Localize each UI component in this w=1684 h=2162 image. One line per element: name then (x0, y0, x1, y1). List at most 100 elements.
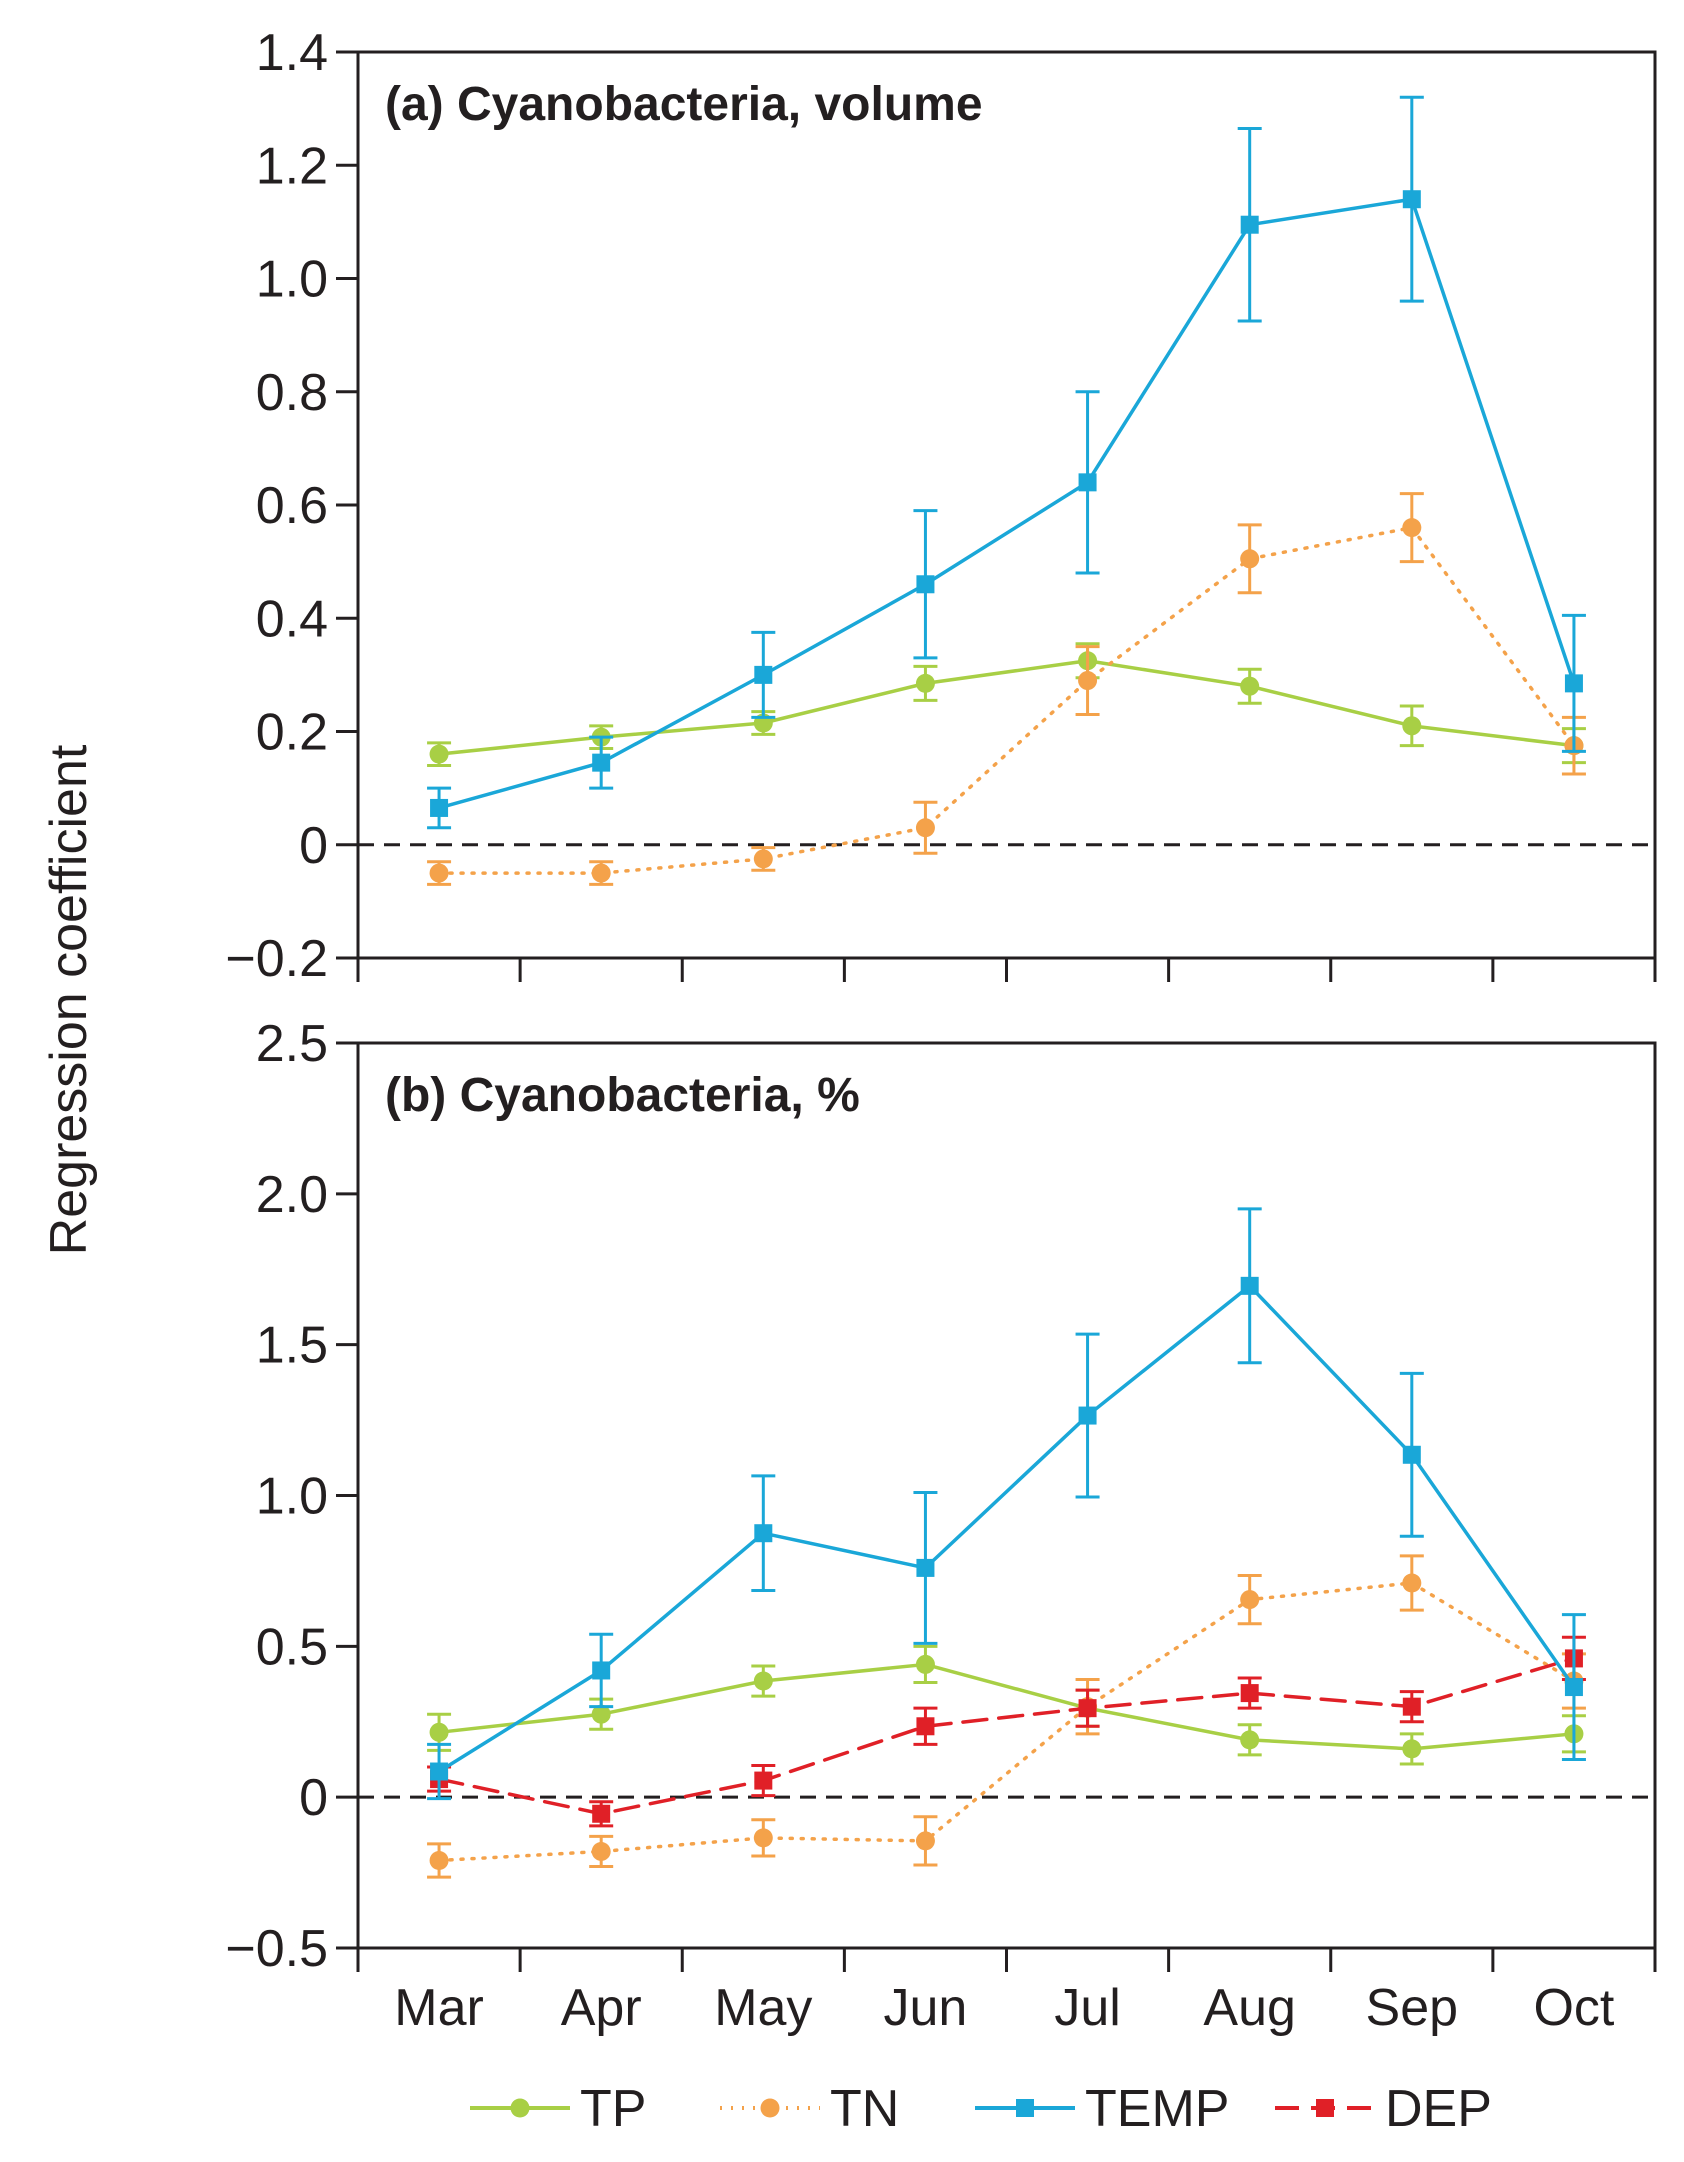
data-point-dep (592, 1804, 611, 1823)
data-point-tp (915, 1654, 935, 1674)
y-tick-label: 0 (299, 817, 328, 875)
data-point-temp (754, 665, 773, 684)
x-tick-label: Mar (394, 1979, 484, 2037)
data-point-temp (1402, 1445, 1421, 1464)
legend-label: TP (580, 2080, 646, 2138)
series-line-dep (437, 1656, 1576, 1816)
series-line-tp (437, 1662, 1576, 1751)
data-point-dep (1240, 1684, 1259, 1703)
data-point-temp (1402, 190, 1421, 209)
x-tick-label: Aug (1203, 1979, 1296, 2037)
series-line-tp (437, 658, 1576, 756)
y-tick-label: −0.2 (225, 930, 328, 988)
legend-label: TN (830, 2080, 899, 2138)
data-point-temp (916, 1558, 935, 1577)
y-tick-label: 2.5 (256, 1015, 328, 1073)
data-point-dep (754, 1771, 773, 1790)
y-axis-label: Regression coefficient (40, 744, 98, 1255)
legend-item-dep: DEP (1275, 2080, 1492, 2138)
data-point-tp (753, 1671, 773, 1691)
legend-marker (1016, 2099, 1034, 2117)
data-point-tp (1402, 716, 1422, 736)
legend-item-tn: TN (720, 2080, 899, 2138)
data-point-tp (1402, 1739, 1422, 1759)
data-point-temp (592, 753, 611, 772)
x-tick-label: Jul (1054, 1979, 1120, 2037)
legend-item-tp: TP (470, 2080, 646, 2138)
x-tick-label: Jun (884, 1979, 968, 2037)
x-tick-label: Apr (561, 1979, 642, 2037)
series-temp (427, 1207, 1586, 1801)
data-point-tn (915, 818, 935, 838)
data-point-temp (1564, 1678, 1583, 1697)
data-point-temp (592, 1661, 611, 1680)
series-line-temp (437, 197, 1576, 810)
series-line-tn (437, 525, 1576, 875)
y-tick-label: 1.0 (256, 251, 328, 309)
y-tick-label: 1.5 (256, 1317, 328, 1375)
panel-title: (a) Cyanobacteria, volume (385, 78, 983, 131)
data-point-tn (915, 1831, 935, 1851)
data-point-dep (1078, 1699, 1097, 1718)
plot-frame (356, 50, 1657, 960)
y-tick-label: 0.8 (256, 364, 328, 422)
legend-item-temp: TEMP (975, 2080, 1229, 2138)
data-point-temp (1078, 1406, 1097, 1425)
data-point-tp (915, 673, 935, 693)
data-point-tn (753, 1828, 773, 1848)
series-temp (427, 95, 1586, 830)
y-tick-label: 0.4 (256, 590, 328, 648)
data-point-tp (1240, 1730, 1260, 1750)
data-point-tn (1402, 1573, 1422, 1593)
data-point-tn (1402, 518, 1422, 538)
data-point-tn (429, 863, 449, 883)
data-point-tn (1078, 671, 1098, 691)
x-axis-categories: Mar Apr May Jun Jul Aug Sep Oct (394, 1979, 1615, 2037)
data-point-tn (591, 863, 611, 883)
series-line-tn (437, 1581, 1576, 1863)
legend-marker (1316, 2099, 1334, 2117)
data-point-temp (1564, 674, 1583, 693)
panel-title: (b) Cyanobacteria, % (385, 1069, 860, 1122)
y-tick-label: 1.2 (256, 137, 328, 195)
data-point-temp (1240, 215, 1259, 234)
data-point-temp (754, 1524, 773, 1543)
data-point-tp (591, 1704, 611, 1724)
x-tick-label: May (714, 1979, 812, 2037)
data-point-tn (429, 1851, 449, 1871)
panel-a: −0.2 0 0.2 0.4 0.6 0.8 1.0 1.2 1.4 (a) Cyanobacte… (225, 24, 1657, 988)
data-point-tp (429, 1722, 449, 1742)
legend: TP TN TEMP DEP (470, 2080, 1492, 2138)
data-point-tn (1240, 549, 1260, 569)
data-point-tp (429, 744, 449, 764)
y-tick-label: 2.0 (256, 1166, 328, 1224)
legend-marker (510, 2098, 530, 2118)
y-tick-label: 1.4 (256, 24, 328, 82)
data-point-temp (1240, 1276, 1259, 1295)
legend-marker (760, 2098, 780, 2118)
data-point-temp (1078, 473, 1097, 492)
x-tick-label: Sep (1366, 1979, 1459, 2037)
data-point-temp (430, 798, 449, 817)
data-point-tn (753, 849, 773, 869)
panel-b: −0.5 0 0.5 1.0 1.5 2.0 2.5 (b) Cyanobacteria, % (225, 1015, 1657, 1978)
y-tick-label: 0 (299, 1769, 328, 1827)
legend-label: DEP (1385, 2080, 1492, 2138)
legend-label: TEMP (1085, 2080, 1229, 2138)
data-point-tn (591, 1841, 611, 1861)
plot-frame (356, 1041, 1657, 1950)
data-point-dep (1402, 1697, 1421, 1716)
series-tn (427, 492, 1586, 886)
data-point-temp (430, 1762, 449, 1781)
y-tick-label: 0.6 (256, 477, 328, 535)
y-tick-label: 1.0 (256, 1468, 328, 1526)
series-line-temp (437, 1284, 1576, 1774)
data-point-tn (1240, 1590, 1260, 1610)
y-tick-label: −0.5 (225, 1920, 328, 1978)
x-tick-label: Oct (1533, 1979, 1614, 2037)
data-point-dep (916, 1717, 935, 1736)
y-tick-label: 0.5 (256, 1618, 328, 1676)
y-tick-label: 0.2 (256, 704, 328, 762)
